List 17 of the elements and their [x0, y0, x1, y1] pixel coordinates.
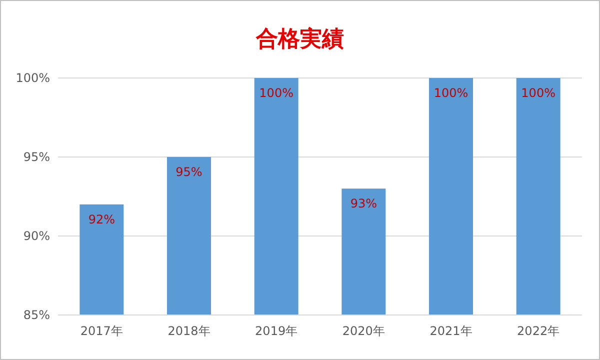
- y-tick-label: 95%: [23, 150, 50, 164]
- data-label: 100%: [259, 86, 294, 100]
- y-tick-label: 100%: [16, 71, 50, 85]
- data-label: 100%: [521, 86, 556, 100]
- data-label: 100%: [434, 86, 468, 100]
- x-tick-label: 2021年: [430, 324, 472, 338]
- x-tick-label: 2019年: [255, 324, 298, 338]
- x-tick-label: 2018年: [168, 324, 210, 338]
- x-tick-label: 2020年: [342, 324, 385, 338]
- x-tick-label: 2017年: [80, 324, 123, 338]
- data-label: 95%: [176, 165, 202, 179]
- y-tick-label: 85%: [23, 308, 50, 322]
- chart-title: 合格実績: [255, 26, 344, 52]
- data-label: 93%: [350, 196, 378, 211]
- data-label: 92%: [88, 212, 116, 226]
- x-tick-label: 2022年: [517, 324, 560, 338]
- y-tick-label: 90%: [23, 229, 50, 243]
